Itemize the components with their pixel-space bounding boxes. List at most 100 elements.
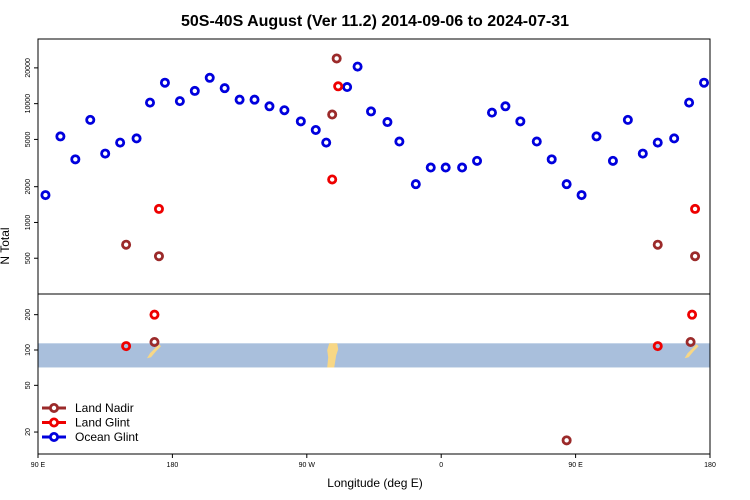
point-ocean-glint — [321, 137, 332, 148]
point-ocean-glint — [591, 131, 602, 142]
land-fragments — [147, 343, 699, 368]
point-land-glint — [690, 203, 701, 214]
point-ocean-glint — [70, 154, 81, 165]
point-land-nadir — [561, 435, 572, 446]
point-land-nadir — [153, 251, 164, 262]
point-ocean-glint — [249, 94, 260, 105]
point-ocean-glint — [174, 96, 185, 107]
x-tick-label: 90 W — [299, 462, 316, 469]
y-tick-label: 500 — [25, 252, 32, 264]
point-ocean-glint — [440, 162, 451, 173]
point-ocean-glint — [546, 154, 557, 165]
point-ocean-glint — [576, 190, 587, 201]
point-land-glint — [687, 309, 698, 320]
point-ocean-glint — [652, 137, 663, 148]
x-tick-label: 0 — [439, 462, 443, 469]
y-tick-label: 1000 — [25, 215, 32, 231]
plot-frame-top — [37, 38, 711, 295]
point-ocean-glint — [279, 105, 290, 116]
point-ocean-glint — [561, 179, 572, 190]
point-ocean-glint — [131, 133, 142, 144]
legend-entry-land-nadir: Land Nadir — [42, 401, 134, 415]
point-ocean-glint — [310, 125, 321, 136]
point-ocean-glint — [352, 61, 363, 72]
point-ocean-glint — [622, 114, 633, 125]
point-land-nadir — [149, 336, 160, 347]
x-tick-label: 180 — [704, 462, 716, 469]
point-land-glint — [149, 309, 160, 320]
point-land-nadir — [331, 53, 342, 64]
legend-label: Land Glint — [75, 416, 130, 430]
point-ocean-glint — [486, 107, 497, 118]
point-ocean-glint — [234, 94, 245, 105]
legend-entry-ocean-glint: Ocean Glint — [42, 430, 139, 444]
legend-label: Ocean Glint — [75, 430, 139, 444]
point-ocean-glint — [684, 97, 695, 108]
chart-title: 50S-40S August (Ver 11.2) 2014-09-06 to … — [181, 13, 569, 30]
point-ocean-glint — [204, 72, 215, 83]
x-tick-label: 90 E — [568, 462, 583, 469]
point-land-nadir — [690, 251, 701, 262]
point-ocean-glint — [219, 83, 230, 94]
y-tick-label: 10000 — [25, 94, 32, 114]
point-ocean-glint — [607, 155, 618, 166]
latitude-band — [38, 343, 710, 368]
legend-marker — [49, 431, 60, 442]
x-axis-ticks: 90 E 180 90 W 0 90 E 180 — [31, 454, 716, 469]
legend-label: Land Nadir — [75, 401, 134, 415]
point-ocean-glint — [699, 77, 710, 88]
point-ocean-glint — [500, 101, 511, 112]
point-ocean-glint — [295, 116, 306, 127]
point-land-nadir — [327, 109, 338, 120]
point-ocean-glint — [100, 148, 111, 159]
plot-frame-bottom — [37, 293, 711, 455]
point-ocean-glint — [457, 162, 468, 173]
point-land-glint — [153, 203, 164, 214]
x-tick-label: 90 E — [31, 462, 46, 469]
y-tick-label: 20 — [25, 428, 32, 436]
y-tick-label: 5000 — [25, 132, 32, 148]
land-south-america — [327, 343, 339, 368]
point-land-nadir — [121, 239, 132, 250]
land-new-zealand-1 — [147, 344, 161, 359]
data-points — [40, 53, 710, 446]
point-land-glint — [121, 341, 132, 352]
point-ocean-glint — [515, 116, 526, 127]
y-axis-label: N Total — [0, 227, 12, 264]
point-land-glint — [327, 174, 338, 185]
point-ocean-glint — [410, 179, 421, 190]
bottom-panel — [38, 343, 710, 368]
point-ocean-glint — [55, 131, 66, 142]
point-ocean-glint — [85, 114, 96, 125]
y-tick-label: 200 — [25, 309, 32, 321]
y-tick-label: 50 — [25, 381, 32, 389]
point-land-nadir — [652, 239, 663, 250]
legend-marker — [49, 417, 60, 428]
point-ocean-glint — [425, 162, 436, 173]
legend-marker — [49, 402, 60, 413]
point-ocean-glint — [342, 82, 353, 93]
point-land-glint — [333, 81, 344, 92]
point-ocean-glint — [264, 101, 275, 112]
y-axis-ticks: 500 1000 2000 5000 10000 20000 20 50 100 200 — [25, 58, 38, 436]
point-ocean-glint — [531, 136, 542, 147]
point-ocean-glint — [394, 136, 405, 147]
y-tick-label: 100 — [25, 344, 32, 356]
legend-entry-land-glint: Land Glint — [42, 416, 130, 430]
point-land-nadir — [685, 336, 696, 347]
point-ocean-glint — [366, 106, 377, 117]
point-ocean-glint — [382, 117, 393, 128]
point-ocean-glint — [472, 155, 483, 166]
y-tick-label: 2000 — [25, 179, 32, 195]
point-ocean-glint — [669, 133, 680, 144]
point-ocean-glint — [115, 137, 126, 148]
x-axis-label: Longitude (deg E) — [327, 476, 422, 490]
point-ocean-glint — [189, 85, 200, 96]
x-tick-label: 180 — [167, 462, 179, 469]
point-ocean-glint — [40, 190, 51, 201]
point-land-glint — [652, 341, 663, 352]
y-tick-label: 20000 — [25, 58, 32, 78]
point-ocean-glint — [144, 97, 155, 108]
